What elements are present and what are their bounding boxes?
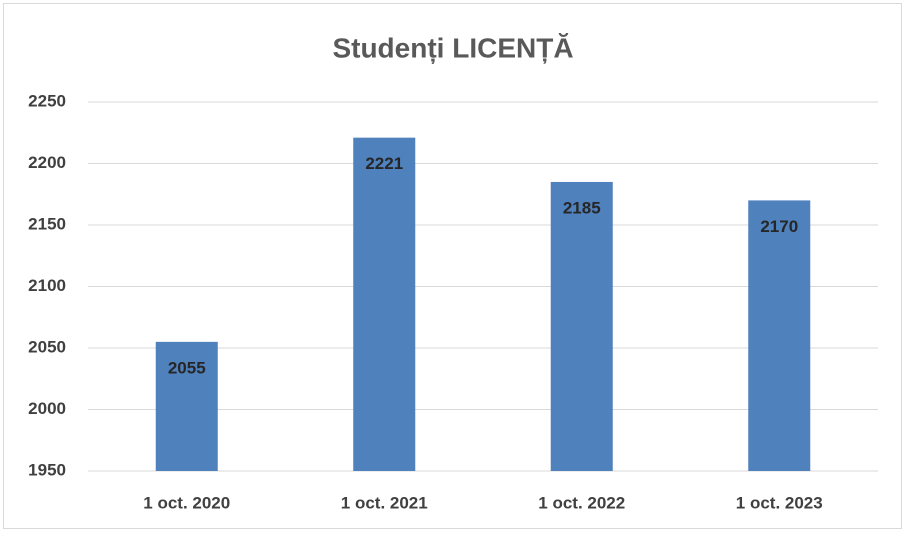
data-label: 2185 — [563, 198, 601, 217]
y-tick-label: 2100 — [28, 276, 66, 295]
y-tick-label: 2150 — [28, 214, 66, 233]
data-label: 2170 — [760, 217, 798, 236]
bar — [550, 181, 613, 471]
x-tick-label: 1 oct. 2023 — [736, 493, 823, 512]
bar — [353, 137, 416, 472]
y-tick-label: 2000 — [28, 399, 66, 418]
x-tick-label: 1 oct. 2022 — [538, 493, 625, 512]
data-label: 2055 — [168, 358, 206, 377]
bar — [155, 341, 218, 471]
bar — [748, 200, 811, 471]
y-tick-label: 2050 — [28, 337, 66, 356]
y-tick-label: 1950 — [28, 460, 66, 479]
x-tick-label: 1 oct. 2021 — [341, 493, 428, 512]
y-tick-label: 2200 — [28, 153, 66, 172]
y-tick-label: 2250 — [28, 91, 66, 110]
x-tick-label: 1 oct. 2020 — [143, 493, 230, 512]
data-label: 2221 — [365, 154, 403, 173]
chart-title: Studenți LICENȚĂ — [332, 32, 573, 63]
